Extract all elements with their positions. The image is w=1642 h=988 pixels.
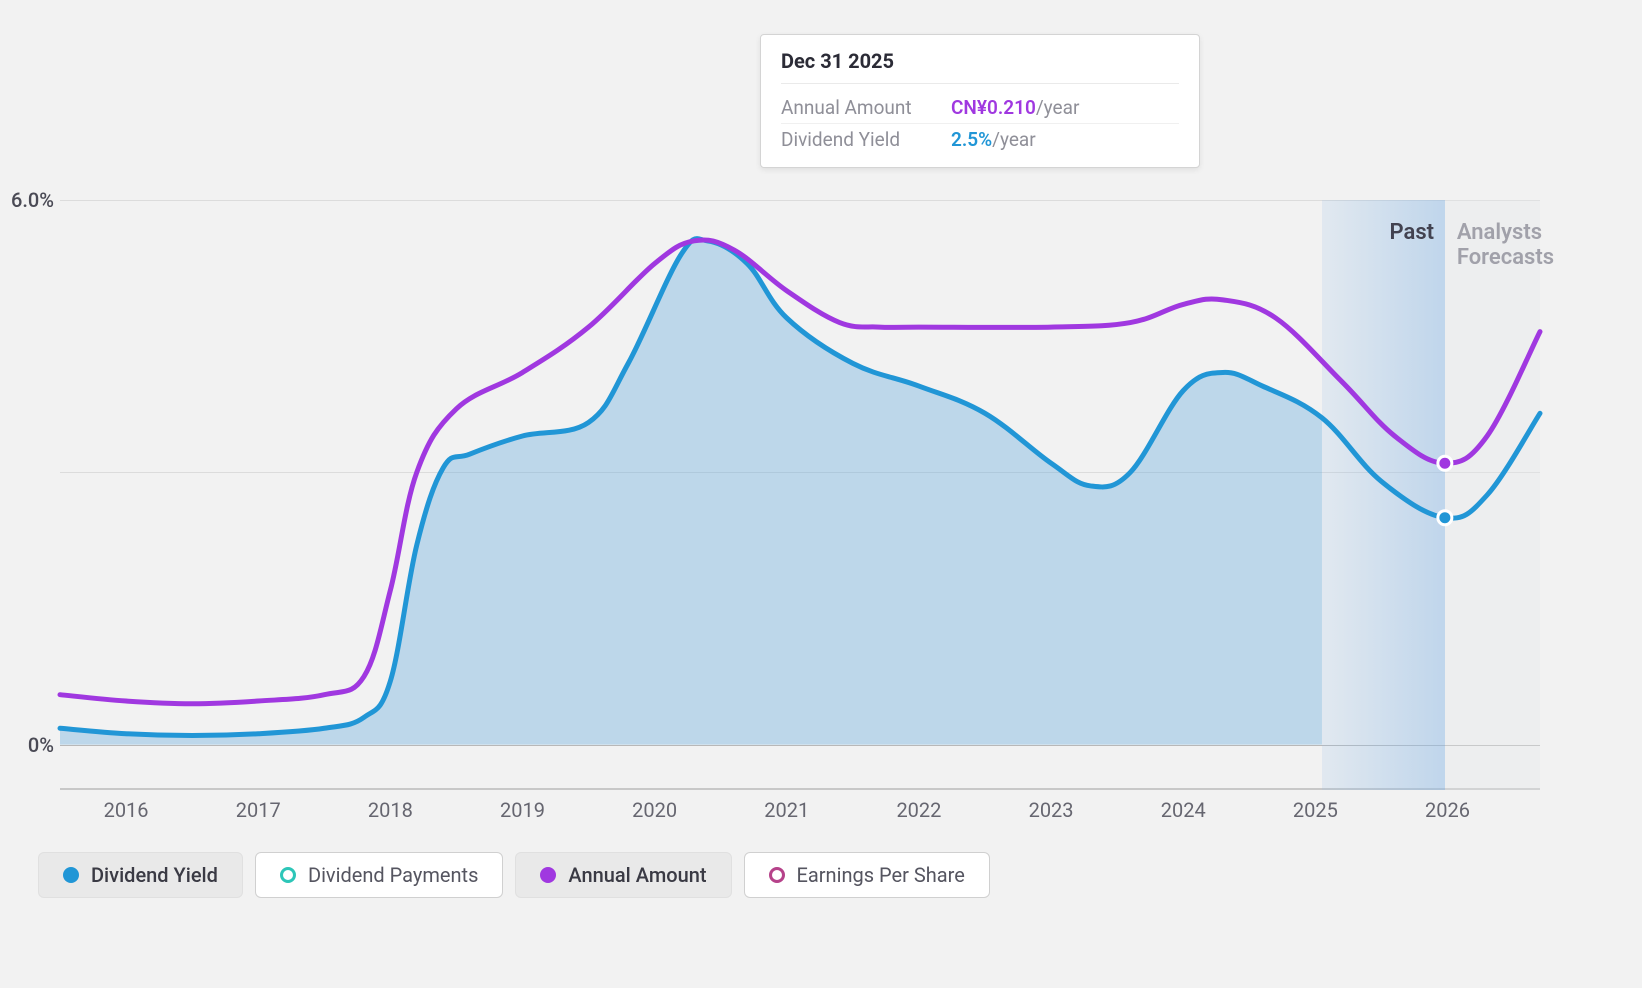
legend-label: Earnings Per Share (797, 863, 965, 887)
tooltip-unit: /year (1036, 96, 1080, 119)
y-tick-label: 6.0% (11, 188, 54, 212)
chart-tooltip: Dec 31 2025 Annual AmountCN¥0.210/yearDi… (760, 34, 1200, 168)
tooltip-rows: Annual AmountCN¥0.210/yearDividend Yield… (781, 92, 1179, 155)
legend-item-earnings-per-share[interactable]: Earnings Per Share (744, 852, 990, 898)
chart-svg (60, 200, 1540, 790)
y-tick-label: 0% (28, 733, 54, 757)
annual-amount-marker[interactable] (1438, 456, 1452, 470)
tooltip-value: 2.5% (951, 128, 992, 151)
x-tick-label: 2019 (500, 798, 545, 822)
dividend-yield-area (60, 239, 1322, 745)
legend-label: Dividend Payments (308, 863, 478, 887)
legend-item-annual-amount[interactable]: Annual Amount (515, 852, 731, 898)
circle-open-icon (280, 867, 296, 883)
dividend-yield-marker[interactable] (1438, 511, 1452, 525)
tooltip-row: Dividend Yield2.5%/year (781, 124, 1179, 155)
x-tick-label: 2020 (632, 798, 677, 822)
legend: Dividend Yield Dividend Payments Annual Am… (38, 852, 990, 898)
legend-item-dividend-yield[interactable]: Dividend Yield (38, 852, 243, 898)
legend-label: Annual Amount (568, 863, 706, 887)
past-label: Past (1390, 220, 1435, 245)
tooltip-value: CN¥0.210 (951, 96, 1036, 119)
x-tick-label: 2016 (104, 798, 149, 822)
x-tick-label: 2023 (1029, 798, 1074, 822)
tooltip-title: Dec 31 2025 (781, 49, 1179, 84)
circle-filled-icon (540, 867, 556, 883)
legend-label: Dividend Yield (91, 863, 218, 887)
chart-area[interactable]: 0%6.0%2016201720182019202020212022202320… (60, 200, 1540, 790)
legend-item-dividend-payments[interactable]: Dividend Payments (255, 852, 503, 898)
tooltip-label: Dividend Yield (781, 128, 951, 151)
tooltip-row: Annual AmountCN¥0.210/year (781, 92, 1179, 124)
x-tick-label: 2025 (1293, 798, 1338, 822)
circle-open-icon (769, 867, 785, 883)
x-tick-label: 2022 (896, 798, 941, 822)
forecast-label: Analysts Forecasts (1457, 220, 1642, 270)
x-tick-label: 2024 (1161, 798, 1206, 822)
x-tick-label: 2021 (764, 798, 809, 822)
x-tick-label: 2017 (236, 798, 281, 822)
circle-filled-icon (63, 867, 79, 883)
tooltip-label: Annual Amount (781, 96, 951, 119)
x-tick-label: 2018 (368, 798, 413, 822)
tooltip-unit: /year (992, 128, 1036, 151)
x-tick-label: 2026 (1425, 798, 1470, 822)
